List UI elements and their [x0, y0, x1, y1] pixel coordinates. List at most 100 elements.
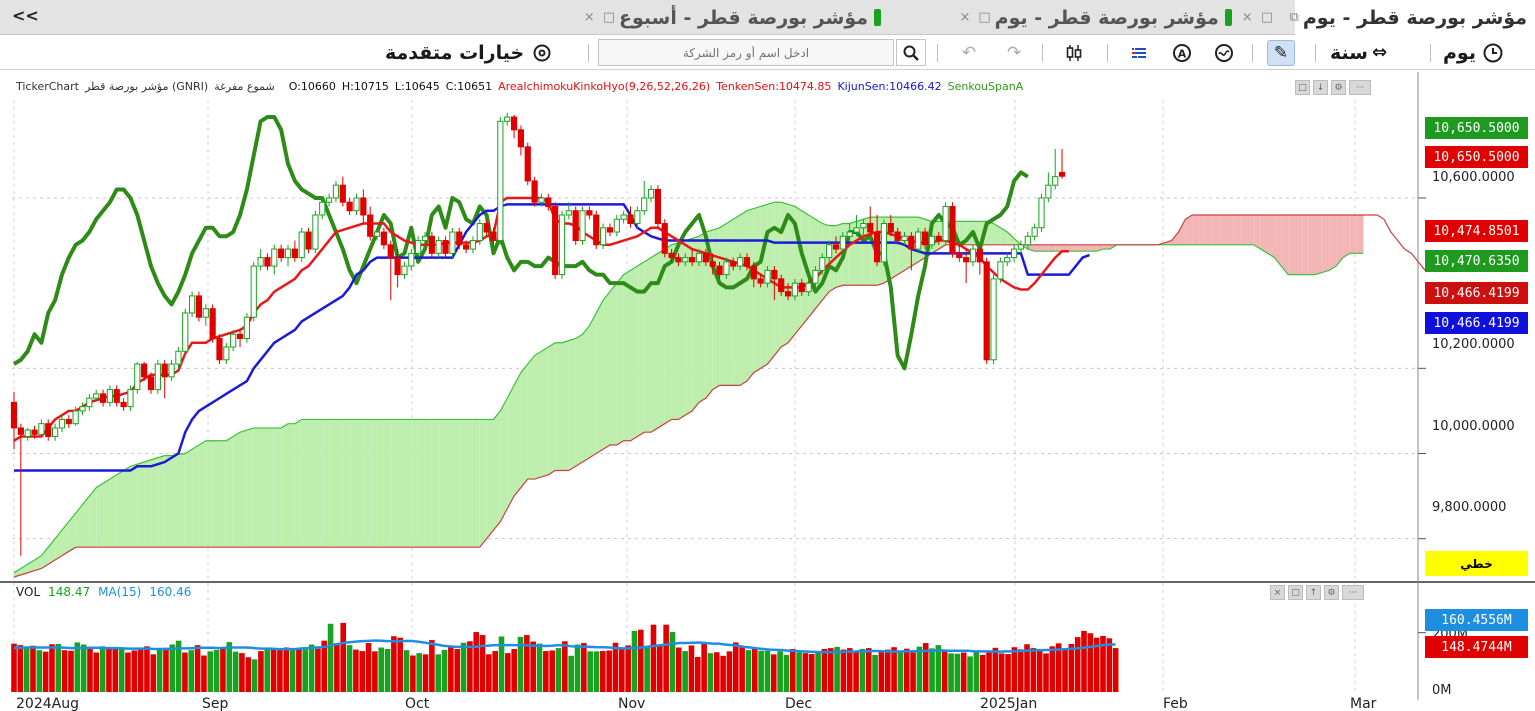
candle-body: [593, 214, 600, 246]
cloud-segment: [986, 221, 994, 245]
candle-body: [86, 397, 93, 408]
volume-bar: [859, 648, 866, 692]
candles-icon[interactable]: [1060, 40, 1088, 66]
volume-bar: [150, 654, 157, 692]
panel-up-icon[interactable]: ↑: [1306, 585, 1321, 600]
cloud-segment: [520, 364, 528, 488]
candle-body: [373, 231, 381, 237]
volume-bar: [74, 642, 81, 692]
volume-bar: [739, 647, 745, 692]
candle-body: [449, 231, 456, 254]
candle-body: [997, 261, 1004, 280]
advanced-options-button[interactable]: خيارات متقدمة: [385, 35, 552, 70]
candle-body: [168, 363, 175, 378]
cloud-segment: [603, 291, 610, 450]
cloud-segment: [760, 204, 768, 369]
panel-down-icon[interactable]: ↓: [1313, 80, 1328, 95]
panel-more-icon[interactable]: ···: [1349, 80, 1371, 95]
restore-icon[interactable]: ⧉: [1289, 10, 1299, 25]
volume-bar: [270, 648, 277, 692]
candle-body: [209, 308, 216, 339]
cloud-segment: [1096, 244, 1104, 252]
drawing-pencil-icon[interactable]: ✎: [1267, 40, 1295, 66]
panel-close-icon[interactable]: ×: [1270, 585, 1285, 600]
volume-bar: [720, 655, 726, 692]
candle-body: [832, 244, 840, 250]
volume-bar: [340, 622, 347, 692]
collapse-tabs-button[interactable]: <<: [12, 6, 39, 25]
tab-daily-2[interactable]: □ × مؤشر بورصة قطر - يوم □ ×: [905, 0, 1285, 35]
candle-body: [668, 252, 675, 259]
volume-bar: [93, 652, 100, 692]
cloud-segment: [1342, 214, 1350, 258]
volume-bar: [454, 648, 460, 692]
cloud-segment: [1308, 214, 1316, 275]
candle-body: [798, 282, 805, 293]
cloud-segment: [1212, 214, 1220, 245]
indicator-wave-icon[interactable]: [1210, 40, 1238, 66]
undo-icon[interactable]: ↶: [961, 43, 977, 63]
clock-icon: [1483, 43, 1503, 62]
last-price-tag: 10,650.5000: [1425, 117, 1528, 139]
cloud-segment: [109, 474, 117, 548]
volume-bar: [1055, 643, 1062, 692]
candle-body: [860, 223, 867, 229]
cloud-segment: [1329, 214, 1337, 271]
candle-body: [504, 116, 511, 122]
volume-bar: [397, 637, 404, 692]
cloud-segment: [1055, 244, 1063, 252]
cloud-segment: [740, 210, 747, 386]
candle-body: [113, 389, 120, 403]
volume-bar: [55, 643, 62, 692]
cloud-segment: [75, 504, 83, 548]
close-icon[interactable]: ×: [959, 10, 971, 25]
volume-bar: [676, 647, 682, 692]
company-search-input[interactable]: [598, 39, 894, 66]
alert-a-icon[interactable]: A: [1168, 40, 1196, 66]
panel-maximize-icon[interactable]: □: [1295, 80, 1310, 95]
volume-bar: [365, 643, 372, 692]
candle-body: [442, 240, 449, 254]
maximize-icon[interactable]: □: [1260, 10, 1273, 25]
bars-indicator-icon[interactable]: [1125, 40, 1153, 66]
volume-bar: [669, 632, 676, 692]
cloud-segment: [651, 253, 658, 433]
price-tick: 10,600.0000: [1432, 170, 1515, 185]
cloud-segment: [746, 208, 754, 382]
cloud-segment: [68, 513, 76, 552]
period-day-button[interactable]: يوم: [1443, 35, 1504, 70]
volume-bar: [68, 650, 74, 692]
cloud-segment: [185, 449, 193, 548]
search-icon: [903, 45, 919, 61]
volume-bar: [967, 656, 973, 692]
line-scale-button[interactable]: خطي: [1425, 551, 1528, 576]
cloud-segment: [383, 419, 391, 548]
candle-body: [600, 227, 607, 246]
indicator-name: AreaIchimokuKinkoHyo(9,26,52,26,26): [498, 80, 711, 93]
volume-bar: [827, 648, 834, 692]
maximize-icon[interactable]: □: [602, 10, 615, 25]
volume-bar: [1005, 654, 1011, 692]
panel-settings-icon[interactable]: ⚙: [1324, 585, 1339, 600]
volume-bar: [23, 646, 30, 692]
candle-body: [750, 265, 757, 280]
panel-more-icon[interactable]: ···: [1342, 585, 1364, 600]
candle-body: [586, 210, 593, 216]
close-icon[interactable]: ×: [583, 10, 595, 25]
candle-body: [990, 278, 997, 361]
cloud-segment: [116, 470, 124, 548]
cloud-segment: [61, 521, 69, 556]
panel-maximize-icon[interactable]: □: [1288, 585, 1303, 600]
tab-weekly[interactable]: مؤشر بورصة قطر - أسبوع □ ×: [365, 0, 895, 35]
date-tick: 2024Aug: [16, 696, 79, 711]
volume-bar: [865, 648, 872, 692]
redo-icon[interactable]: ↷: [1006, 43, 1022, 63]
close-icon[interactable]: ×: [1241, 10, 1253, 25]
tab-active[interactable]: مؤشر بورصة قطر - يوم ⧉: [1290, 0, 1535, 35]
panel-settings-icon[interactable]: ⚙: [1331, 80, 1346, 95]
period-year-button[interactable]: سنة ⇔: [1330, 35, 1387, 70]
search-button[interactable]: [896, 39, 926, 66]
volume-bar: [1024, 644, 1030, 692]
maximize-icon[interactable]: □: [978, 10, 991, 25]
